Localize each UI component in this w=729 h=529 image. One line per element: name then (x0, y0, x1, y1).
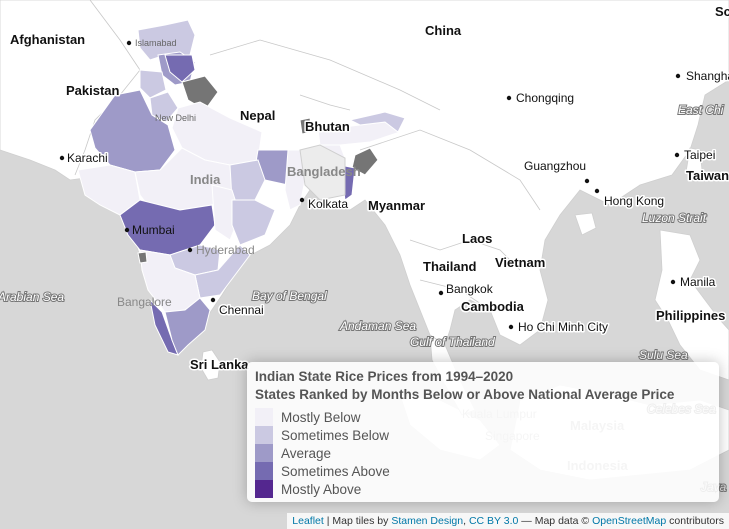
india-states (77, 19, 406, 356)
label-bay-of-bengal: Bay of Bengal (252, 289, 327, 303)
state-ladakh-region[interactable] (164, 54, 196, 83)
legend-item: Mostly Above (255, 480, 711, 498)
legend-label: Sometimes Above (281, 463, 390, 479)
map-labels: Afghanistan Pakistan China Nepal Bhutan … (0, 3, 729, 496)
state-nagaland-manipur[interactable] (351, 147, 379, 176)
legend-label: Average (281, 445, 332, 461)
land-hainan (574, 212, 597, 236)
label-new-delhi: New Delhi (155, 113, 196, 123)
attribution-text: , (463, 515, 469, 527)
legend-label: Mostly Above (281, 481, 362, 497)
legend-item: Average (255, 444, 711, 462)
legend-subtitle: States Ranked by Months Below or Above N… (255, 387, 675, 402)
label-laos: Laos (462, 231, 492, 246)
label-bhutan: Bhutan (305, 119, 350, 134)
label-hyderabad: Hyderabad (196, 243, 255, 257)
leaflet-link[interactable]: Leaflet (292, 515, 324, 527)
legend-swatch (255, 480, 273, 498)
osm-link[interactable]: OpenStreetMap (592, 515, 667, 527)
label-chongqing: Chongqing (516, 91, 574, 105)
license-link[interactable]: CC BY 3.0 (468, 515, 519, 527)
label-afghanistan: Afghanistan (10, 32, 85, 47)
label-shanghai: Shanghai (686, 69, 729, 83)
legend-label: Sometimes Below (281, 427, 390, 443)
label-india: India (190, 172, 221, 187)
label-ho-chi-minh: Ho Chi Minh City (518, 320, 608, 334)
label-gulf-of-thailand: Gulf of Thailand (410, 335, 495, 349)
label-arabian-sea: Arabian Sea (0, 290, 64, 304)
state-odisha[interactable] (231, 199, 276, 246)
state-goa[interactable] (137, 251, 148, 264)
legend-item: Sometimes Below (255, 426, 711, 444)
label-myanmar: Myanmar (368, 198, 425, 213)
label-taipei: Taipei (684, 148, 715, 162)
label-east-china: East Chi (678, 103, 724, 117)
label-taiwan: Taiwan (686, 168, 729, 183)
legend-item: Mostly Below (255, 408, 711, 426)
legend-item: Sometimes Above (255, 462, 711, 480)
state-maharashtra[interactable] (119, 199, 216, 256)
land-taiwan (685, 147, 703, 183)
label-thailand: Thailand (423, 259, 477, 274)
label-bangkok: Bangkok (446, 282, 494, 296)
label-pakistan: Pakistan (66, 83, 120, 98)
land-bangladesh (299, 144, 346, 201)
label-vietnam: Vietnam (495, 255, 545, 270)
legend-title: Indian State Rice Prices from 1994–2020 (255, 369, 514, 384)
label-chennai: Chennai (219, 303, 264, 317)
legend-swatch (255, 462, 273, 480)
label-bangladesh: Bangladesh (287, 164, 361, 179)
legend-swatch (255, 426, 273, 444)
land-sri-lanka (200, 349, 221, 381)
attribution-text: | Map tiles by (323, 515, 392, 527)
label-sri-lanka: Sri Lanka (190, 357, 249, 372)
legend-label: Mostly Below (281, 409, 361, 425)
label-guangzhou: Guangzhou (524, 159, 586, 173)
state-andhra[interactable] (194, 244, 251, 299)
label-sulu-sea: Sulu Sea (639, 348, 688, 362)
map-attribution: Leaflet | Map tiles by Stamen Design, CC… (287, 513, 729, 529)
label-cambodia: Cambodia (461, 299, 525, 314)
label-kolkata: Kolkata (308, 197, 348, 211)
label-karachi: Karachi (67, 151, 108, 165)
legend-items: Mostly Below Sometimes Below Average Som… (255, 408, 711, 498)
stamen-link[interactable]: Stamen Design (391, 515, 464, 527)
state-haryana[interactable] (149, 91, 179, 123)
label-nepal: Nepal (240, 108, 275, 123)
label-manila: Manila (680, 275, 716, 289)
label-bangalore: Bangalore (117, 295, 172, 309)
label-mumbai: Mumbai (132, 223, 175, 237)
label-sc: Sc (715, 4, 729, 19)
state-rajasthan[interactable] (89, 89, 176, 173)
state-tamil-nadu[interactable] (164, 297, 211, 356)
label-andaman-sea: Andaman Sea (339, 319, 416, 333)
label-hong-kong: Hong Kong (604, 194, 664, 208)
state-arunachal[interactable] (348, 111, 406, 133)
legend-swatch (255, 408, 273, 426)
attribution-text: contributors (666, 515, 724, 527)
state-punjab[interactable] (139, 69, 167, 99)
land-philippines (654, 229, 729, 381)
label-luzon-strait: Luzon Strait (642, 211, 707, 225)
state-sikkim[interactable] (299, 117, 313, 135)
state-uttarakhand[interactable] (181, 75, 219, 111)
attribution-text: — Map data © (518, 515, 593, 527)
legend-swatch (255, 444, 273, 462)
label-philippines: Philippines (656, 308, 725, 323)
label-islamabad: Islamabad (135, 38, 177, 48)
label-china: China (425, 23, 462, 38)
map-legend: Indian State Rice Prices from 1994–2020 … (247, 362, 719, 502)
